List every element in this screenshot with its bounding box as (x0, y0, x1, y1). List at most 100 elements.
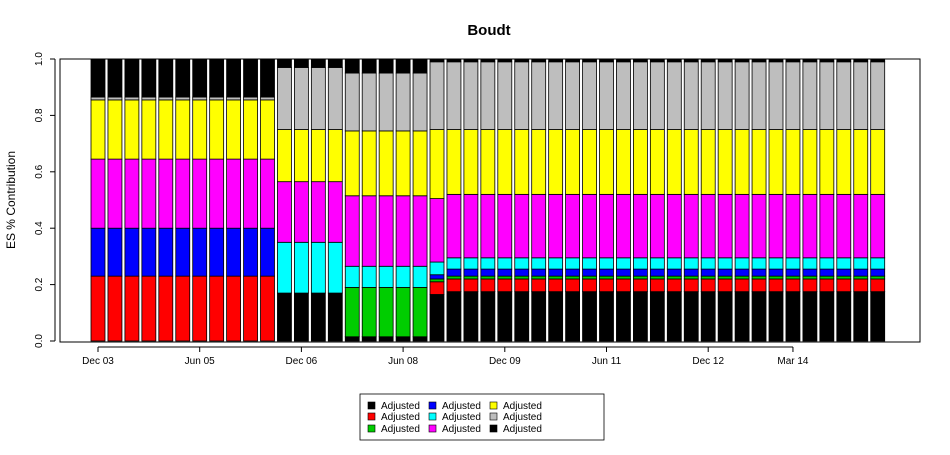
bar-segment (141, 96, 157, 101)
bar-segment (192, 158, 208, 229)
legend-label: Adjusted (381, 401, 420, 412)
bar-segment (429, 261, 445, 276)
bar-segment (649, 129, 665, 195)
bar-segment (649, 61, 665, 130)
bar-segment (666, 268, 682, 277)
bar-segment (293, 292, 309, 342)
bar-segment (175, 227, 191, 277)
bar-segment (836, 291, 852, 342)
bar-segment (243, 275, 258, 342)
bar-segment (819, 291, 835, 342)
bar-segment (785, 193, 801, 259)
bar-segment (463, 278, 479, 293)
bar-segment (785, 275, 801, 280)
bar-segment (768, 61, 784, 130)
bar-segment (717, 278, 733, 293)
bar-segment (768, 275, 784, 280)
bar-segment (293, 58, 309, 68)
bar-segment (497, 275, 513, 280)
bar-segment (717, 129, 733, 195)
bar-segment (802, 275, 818, 280)
bar-segment (616, 268, 631, 277)
bar-segment (768, 58, 784, 63)
bar-segment (836, 129, 852, 195)
bar-segment (700, 58, 716, 63)
y-tick-label: 0.0 (34, 334, 45, 348)
chart-title: Boudt (467, 22, 510, 39)
bar-segment (395, 58, 411, 74)
x-axis: Dec 03 Jun 05 Dec 06 Jun 08 Dec 09 Jun 11 Dec … (82, 346, 809, 367)
bar-segment (107, 96, 123, 101)
bar-segment (819, 61, 835, 130)
x-tick-label: Jun 05 (185, 356, 215, 367)
bar-segment (293, 67, 309, 130)
bar-segment (734, 268, 750, 277)
bar-segment (565, 268, 580, 277)
bar-segment (717, 268, 733, 277)
bar-segment (124, 227, 140, 277)
bar-segment (209, 158, 225, 229)
bar-segment (666, 278, 682, 293)
bar-segment (599, 278, 614, 293)
bar-segment (785, 278, 801, 293)
bar-segment (616, 291, 631, 342)
bar-segment (243, 158, 258, 229)
bar-segment (395, 265, 411, 288)
bar-segment (497, 58, 513, 63)
bar-segment (514, 291, 530, 342)
bar-segment (209, 227, 225, 277)
bar-segment (853, 129, 869, 195)
bar-segment (226, 275, 242, 342)
bar-segment (734, 257, 750, 270)
bar-segment (226, 96, 242, 101)
bar-segment (260, 96, 275, 101)
bar-segment (700, 193, 716, 259)
bar-segment (514, 193, 530, 259)
bar-segment (395, 195, 411, 267)
bar-segment (412, 195, 428, 267)
bar-segment (734, 275, 750, 280)
bar-segment (548, 278, 564, 293)
bar-segment (599, 257, 614, 270)
bar-segment (327, 292, 343, 342)
bar-segment (327, 181, 343, 243)
bar-segment (666, 275, 682, 280)
bar-segment (836, 268, 852, 277)
bar-segment (124, 96, 140, 101)
bar-segment (497, 193, 513, 259)
bar-segment (853, 268, 869, 277)
bar-segment (310, 67, 326, 130)
bar-segment (107, 275, 123, 342)
bar-segment (836, 275, 852, 280)
legend-label: Adjusted (442, 401, 481, 412)
bar-segment (277, 292, 292, 342)
bar-segment (429, 278, 445, 283)
bar-segment (768, 291, 784, 342)
bar-segment (768, 268, 784, 277)
bar-segment (361, 287, 377, 338)
bar-segment (226, 99, 242, 160)
bar-segment (480, 278, 496, 293)
bar-segment (480, 275, 496, 280)
bar-segment (277, 67, 292, 130)
bar-segment (565, 275, 580, 280)
bar-segment (243, 227, 258, 277)
bar-segment (768, 278, 784, 293)
y-tick-label: 0.4 (34, 221, 45, 235)
bar-segment (700, 61, 716, 130)
bar-segment (802, 193, 818, 259)
x-tick-label: Dec 03 (82, 356, 114, 367)
bar-segment (378, 130, 394, 197)
bar-segment (683, 268, 699, 277)
bar-segment (853, 275, 869, 280)
bar-segment (853, 58, 869, 63)
bar-segment (717, 275, 733, 280)
bar-segment (378, 195, 394, 267)
bar-segment (870, 275, 886, 280)
bar-segment (649, 291, 665, 342)
bar-segment (293, 181, 309, 243)
bar-segment (616, 275, 631, 280)
bars-layer (90, 58, 886, 342)
bar-segment (158, 227, 174, 277)
bar-segment (802, 257, 818, 270)
